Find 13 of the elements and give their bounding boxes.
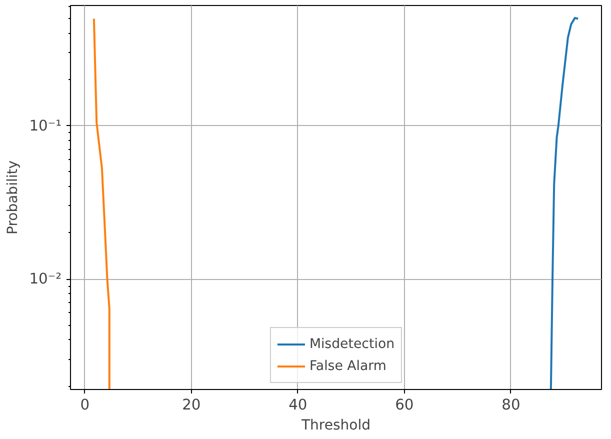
x-tick-label: 40: [288, 396, 308, 414]
line-series: [550, 16, 580, 390]
x-tick-label: 80: [502, 396, 520, 414]
x-tick-label: 60: [395, 396, 414, 414]
y-tick-label: 10⁻²: [29, 270, 62, 288]
x-tick-label: 0: [80, 396, 90, 414]
line-series: [92, 18, 110, 390]
x-axis-title: Threshold: [300, 418, 370, 434]
y-tick-label: 10⁻¹: [29, 117, 62, 134]
x-tick-label: 20: [182, 396, 201, 414]
y-axis-title: Probability: [5, 160, 22, 235]
legend-label: Misdetection: [309, 336, 395, 352]
legend-label: False Alarm: [309, 358, 386, 374]
